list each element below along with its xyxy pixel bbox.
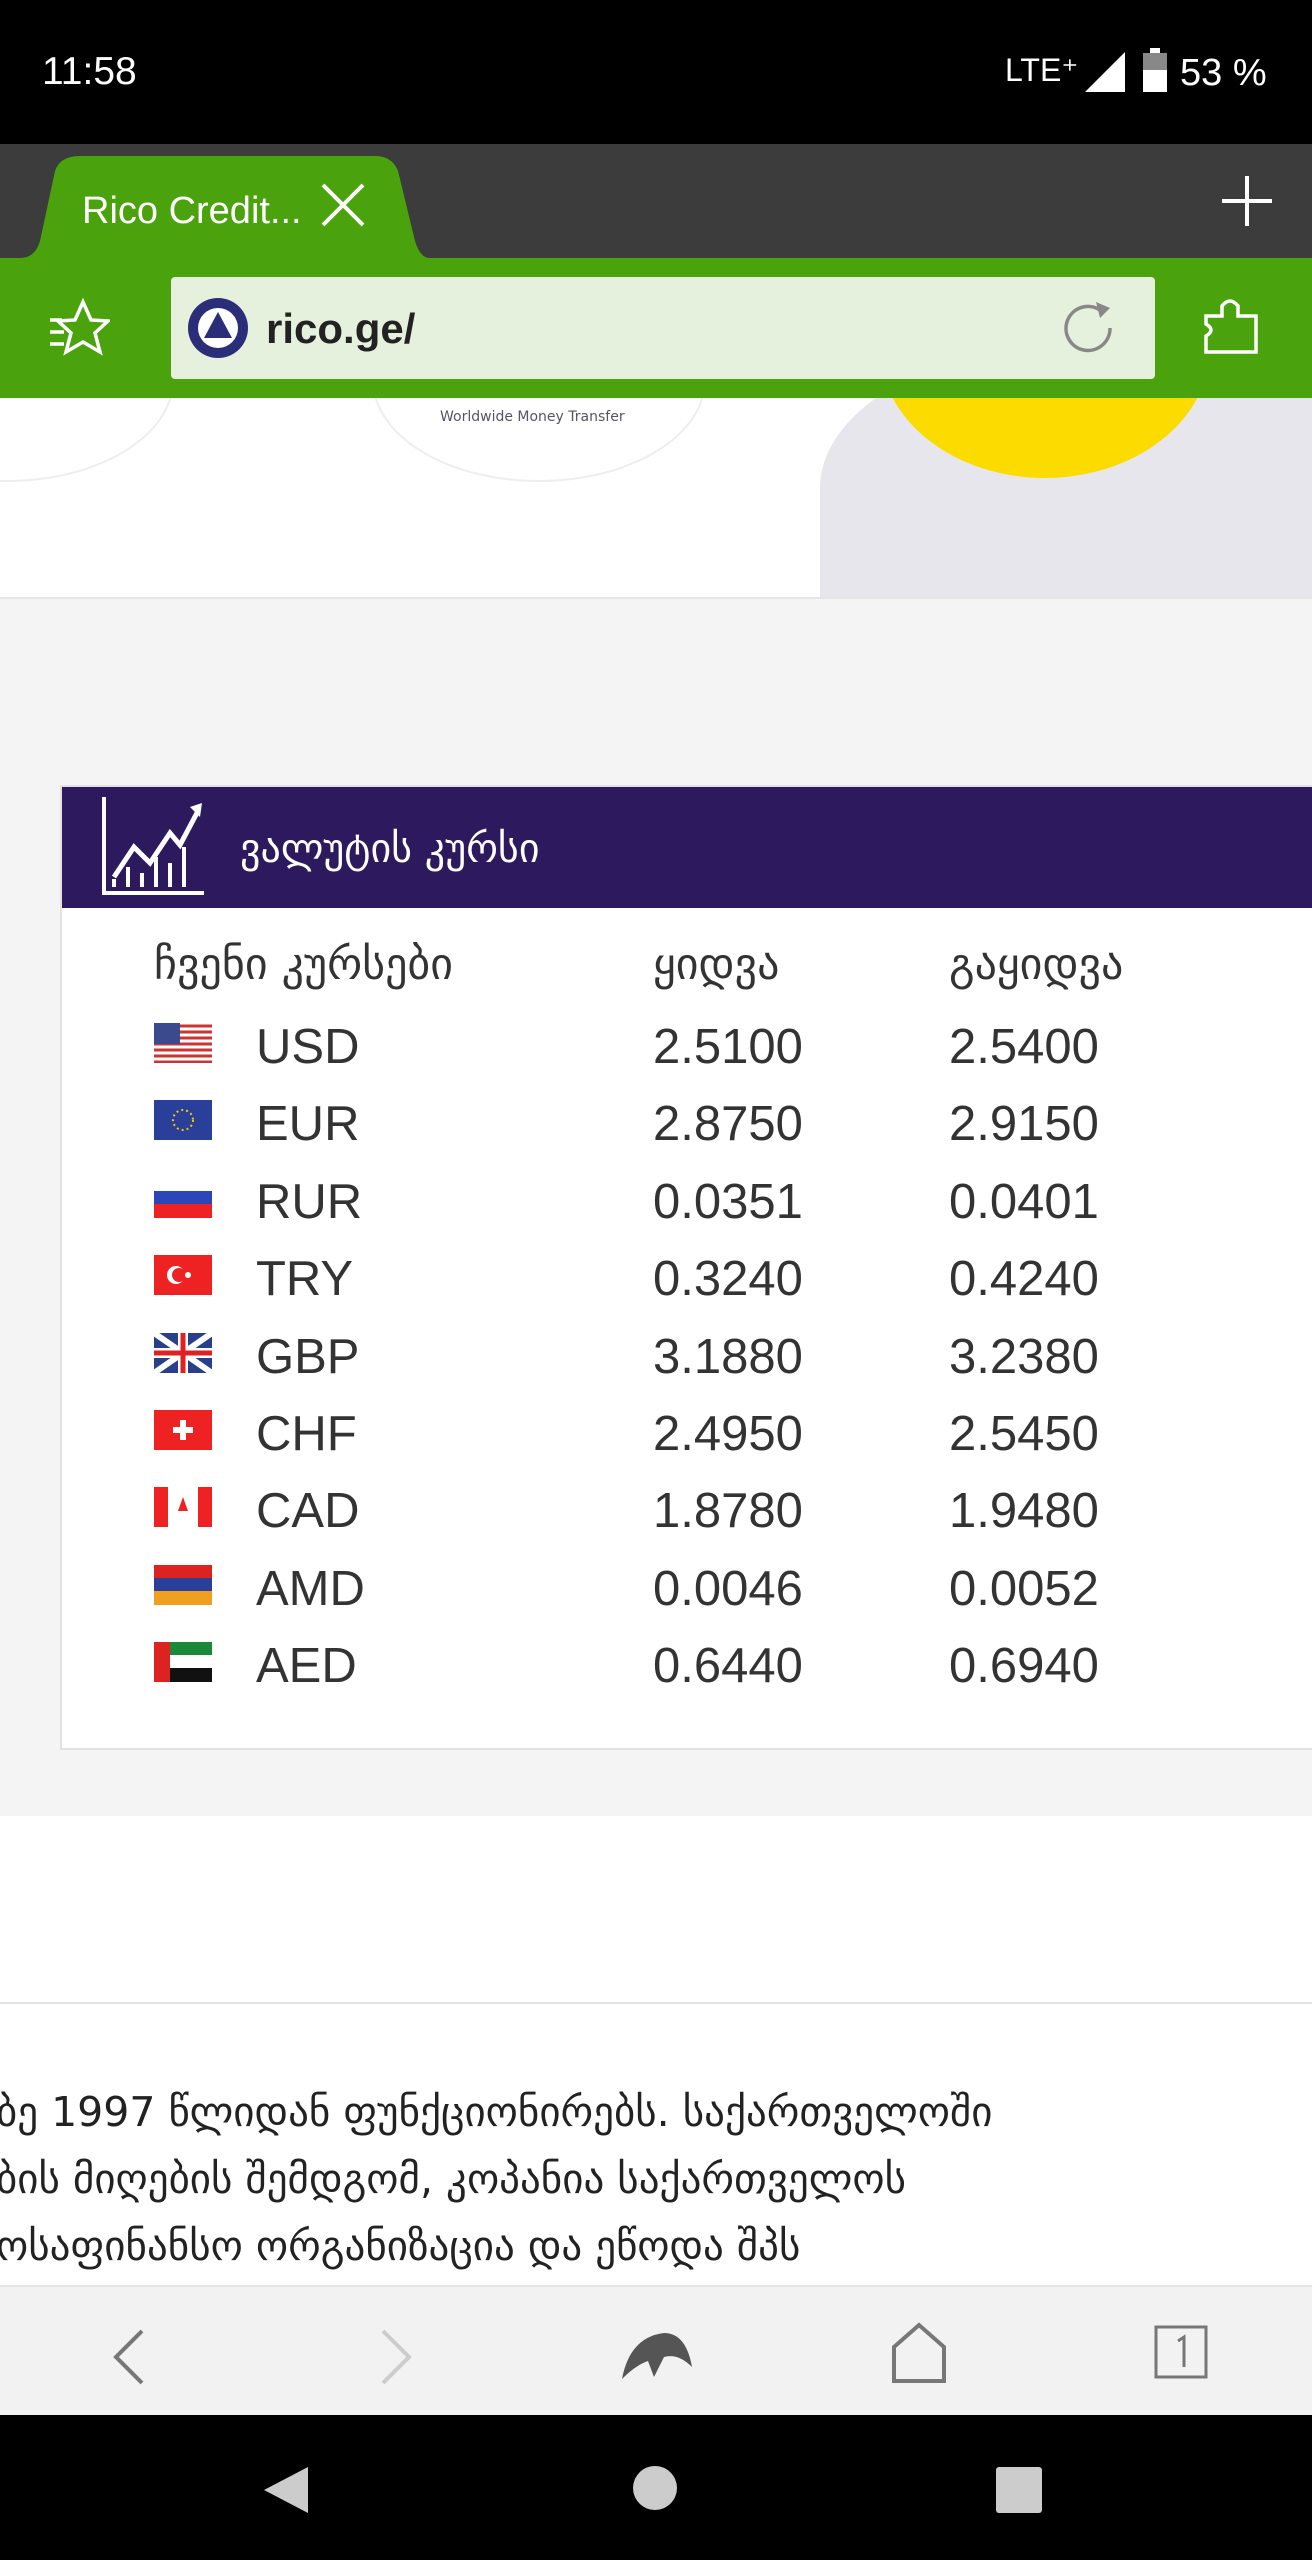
logo-caption: Worldwide Money Transfer <box>440 409 625 425</box>
currency-code: RUR <box>256 1174 363 1229</box>
about-text: ბე 1997 წლიდან ფუნქციონირებს. საქართველო… <box>0 2088 993 2136</box>
battery: 53 % <box>1180 52 1267 94</box>
rates-widget: ვალუტის კურსი ჩვენი კურსები ყიდვა გაყიდვა U… <box>60 785 1312 1750</box>
buy-rate: 2.5100 <box>653 1020 803 1074</box>
tab-title: Rico Credit... <box>82 190 302 232</box>
currency-code: AED <box>256 1639 357 1694</box>
buy-rate: 0.6440 <box>653 1639 803 1694</box>
toolbar: rico.ge/ <box>0 258 1312 398</box>
buy-rate: 0.0351 <box>653 1174 803 1229</box>
forward-button[interactable] <box>375 2327 415 2387</box>
back-button[interactable] <box>110 2327 150 2387</box>
home-button[interactable] <box>890 2321 948 2385</box>
flag <box>154 1255 212 1296</box>
currency-code: CHF <box>256 1407 357 1461</box>
url-bar[interactable] <box>171 277 1155 379</box>
reload-button[interactable] <box>1060 298 1120 358</box>
rates-header <box>62 787 1312 908</box>
banner: Worldwide Money Transfer <box>0 398 1312 599</box>
signal-icon <box>1085 52 1125 92</box>
currency-code: CAD <box>256 1484 360 1539</box>
site-icon <box>188 298 248 358</box>
column-header: ჩვენი კურსები <box>154 939 453 990</box>
sell-rate: 0.6940 <box>949 1639 1099 1694</box>
column-header: გაყიდვა <box>949 939 1124 990</box>
buy-rate: 2.8750 <box>653 1097 803 1152</box>
time: 11:58 <box>42 50 137 93</box>
sell-rate: 1.9480 <box>949 1484 1099 1539</box>
buy-rate: 1.8780 <box>653 1484 803 1539</box>
dolphin-button[interactable] <box>620 2327 694 2383</box>
chart-icon <box>102 797 204 895</box>
browser-nav <box>0 2285 1312 2417</box>
flag <box>154 1642 212 1683</box>
sell-rate: 0.0401 <box>949 1174 1099 1229</box>
buy-rate: 0.3240 <box>653 1252 803 1307</box>
sell-rate: 3.2380 <box>949 1329 1099 1384</box>
battery-icon <box>1143 48 1167 92</box>
tab-bar: Rico Credit... <box>0 144 1312 258</box>
sell-rate: 2.9150 <box>949 1097 1099 1152</box>
status-bar: 11:58 LTE⁺ 53 % <box>0 0 1312 144</box>
currency-code: USD <box>256 1020 360 1074</box>
network: LTE⁺ <box>1005 52 1079 88</box>
currency-code: AMD <box>256 1561 365 1616</box>
flag <box>154 1177 212 1218</box>
flag <box>154 1023 212 1063</box>
close-tab[interactable] <box>320 182 366 228</box>
system-nav <box>0 2415 1312 2560</box>
buy-rate: 2.4950 <box>653 1407 803 1461</box>
tabs-button[interactable] <box>1154 2325 1208 2379</box>
flag <box>154 1332 212 1373</box>
partner-logo <box>0 398 174 482</box>
sell-rate: 2.5450 <box>949 1407 1099 1461</box>
rates-title: ვალუტის კურსი <box>240 826 540 872</box>
column-header: ყიდვა <box>653 939 780 990</box>
sell-rate: 0.4240 <box>949 1252 1099 1307</box>
buy-rate: 3.1880 <box>653 1329 803 1384</box>
flag <box>154 1410 212 1450</box>
system-home[interactable] <box>632 2465 678 2511</box>
flag <box>154 1487 212 1528</box>
flag <box>154 1564 212 1605</box>
divider <box>0 2002 1312 2004</box>
currency-code: TRY <box>256 1252 354 1307</box>
tab[interactable] <box>0 156 430 258</box>
new-tab[interactable] <box>1222 176 1272 226</box>
system-recents[interactable] <box>996 2467 1042 2513</box>
system-back[interactable] <box>262 2465 310 2515</box>
flag <box>154 1100 212 1141</box>
about-text: ბის მიღების შემდგომ, კოპანია საქართველოს <box>0 2155 906 2203</box>
bookmark-button[interactable] <box>50 298 110 356</box>
sell-rate: 2.5400 <box>949 1020 1099 1074</box>
currency-code: EUR <box>256 1097 360 1152</box>
about-text: ოსაფინანსო ორგანიზაცია და ეწოდა შპს <box>0 2222 801 2270</box>
currency-code: GBP <box>256 1329 360 1384</box>
url: rico.ge/ <box>266 305 416 352</box>
extensions-button[interactable] <box>1200 296 1262 358</box>
sell-rate: 0.0052 <box>949 1561 1099 1616</box>
about-section: ბე 1997 წლიდან ფუნქციონირებს. საქართველო… <box>0 2004 1312 2285</box>
buy-rate: 0.0046 <box>653 1561 803 1616</box>
